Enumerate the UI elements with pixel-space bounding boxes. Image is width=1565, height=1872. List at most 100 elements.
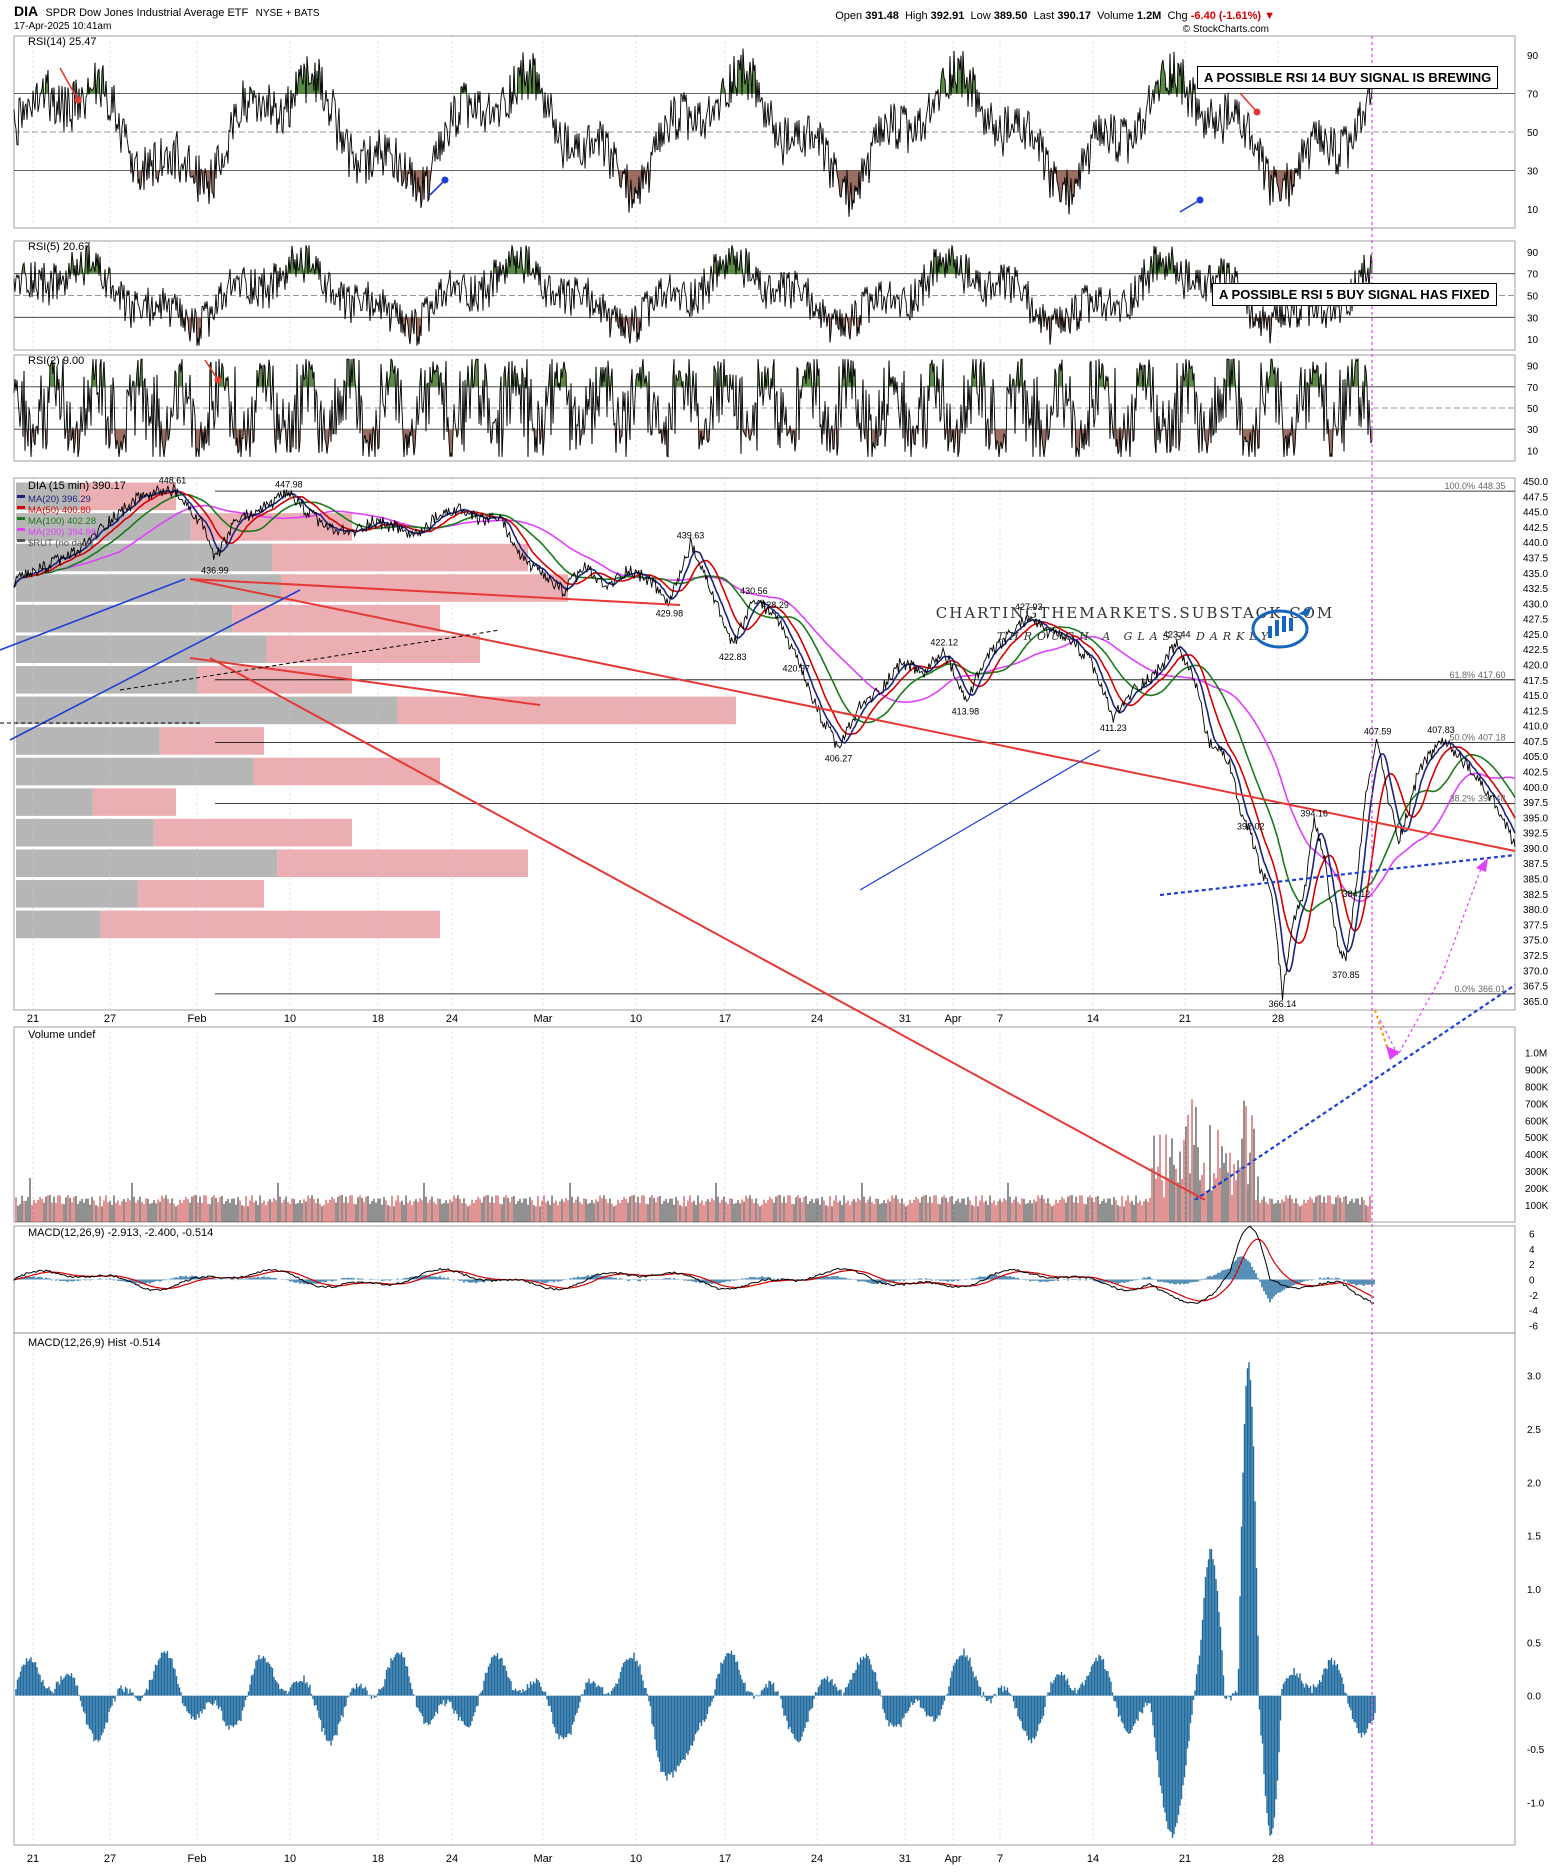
macd-line <box>13 1225 1375 1305</box>
signal-arrow-icon <box>204 359 219 381</box>
vbp-down-bar <box>137 880 264 908</box>
price-y-tick: 375.0 <box>1523 936 1548 947</box>
price-label: 411.23 <box>1100 723 1127 733</box>
price-y-tick: 435.0 <box>1523 569 1548 580</box>
hist-title: MACD(12,26,9) Hist -0.514 <box>28 1337 161 1349</box>
signal-arrow-head-icon <box>214 376 222 384</box>
vbp-up-bar <box>16 604 233 633</box>
x-tick-label: Mar <box>534 1013 553 1025</box>
legend-entry: MA(50) 400.80 <box>28 505 91 516</box>
x-tick-label: Apr <box>944 1013 961 1025</box>
price-y-tick: 437.5 <box>1523 553 1548 564</box>
hist-y-tick: 0.5 <box>1527 1638 1541 1649</box>
volume-value: 1.2M <box>1136 10 1162 22</box>
copyright: © StockCharts.com <box>1182 24 1269 35</box>
rsi-y-tick: 90 <box>1527 362 1539 373</box>
watermark-line2: THROUGH A GLASS DARKLY <box>996 630 1274 643</box>
exchange: NYSE + BATS <box>255 8 320 19</box>
price-y-tick: 417.5 <box>1523 676 1548 687</box>
fib-price-label: 448.35 <box>1478 481 1506 491</box>
price-y-tick: 447.5 <box>1523 492 1548 503</box>
vbp-down-bar <box>100 910 441 939</box>
price-y-tick: 422.5 <box>1523 645 1548 656</box>
vbp-up-bar <box>16 910 101 939</box>
legend-swatch <box>17 517 25 520</box>
price-label: 423.44 <box>1163 629 1191 639</box>
volume-y-tick: 400K <box>1525 1150 1549 1161</box>
signal-arrow-head-icon <box>1253 108 1261 116</box>
price-y-tick: 415.0 <box>1523 691 1548 702</box>
volume-title: Volume undef <box>28 1029 96 1041</box>
price-label: 429.98 <box>656 608 684 618</box>
x-tick-label: 14 <box>1087 1013 1099 1025</box>
rsi-y-tick: 10 <box>1527 446 1539 457</box>
rsi-y-tick: 90 <box>1527 51 1539 62</box>
x-tick-label: 10 <box>630 1013 642 1025</box>
last-label: Last <box>1033 10 1055 22</box>
price-y-tick: 425.0 <box>1523 630 1548 641</box>
macd-y-tick: 6 <box>1529 1230 1535 1241</box>
panel-frame <box>13 1332 1516 1846</box>
x-tick-label-bottom: 27 <box>104 1853 116 1865</box>
vbp-down-bar <box>397 696 736 725</box>
hist-y-tick: -0.5 <box>1527 1745 1545 1756</box>
fib-price-label: 417.60 <box>1478 670 1506 680</box>
price-y-tick: 400.0 <box>1523 783 1548 794</box>
signal-arrow-icon <box>1179 199 1201 213</box>
price-y-tick: 382.5 <box>1523 890 1548 901</box>
hist-y-tick: -1.0 <box>1527 1798 1545 1809</box>
price-y-tick: 405.0 <box>1523 752 1548 763</box>
resistance-trendline <box>189 578 681 606</box>
low-label: Low <box>970 10 991 22</box>
legend-entry: MA(200) 394.98 <box>28 527 96 538</box>
price-y-tick: 370.0 <box>1523 966 1548 977</box>
rsi-line <box>13 245 1373 346</box>
macd-title: MACD(12,26,9) -2.913, -2.400, -0.514 <box>28 1227 213 1239</box>
volume-y-tick: 700K <box>1525 1099 1549 1110</box>
hist-y-tick: 0.0 <box>1527 1692 1541 1703</box>
price-y-tick: 442.5 <box>1523 523 1548 534</box>
price-label: 428.29 <box>761 600 789 610</box>
signal-arrow-head-icon <box>74 96 82 104</box>
vbp-down-bar <box>277 849 528 878</box>
rsi-y-tick: 90 <box>1527 248 1539 259</box>
x-tick-label-bottom: 10 <box>630 1853 642 1865</box>
projection-orange <box>1374 1009 1389 1051</box>
channel-blue-trendline <box>859 749 1101 891</box>
rsi-y-tick: 10 <box>1527 205 1539 216</box>
rsi-line <box>13 48 1373 217</box>
rising-trendline <box>0 578 186 651</box>
x-tick-label-bottom: 7 <box>997 1853 1003 1865</box>
x-tick-label-bottom: 28 <box>1272 1853 1284 1865</box>
rising-wedge-lower-trendline <box>1194 984 1516 1201</box>
x-tick-label: 21 <box>1179 1013 1191 1025</box>
fib-price-label: 407.18 <box>1478 732 1506 742</box>
vbp-down-bar <box>272 543 528 572</box>
hist-y-tick: 2.5 <box>1527 1425 1541 1436</box>
price-label: 366.14 <box>1269 999 1297 1009</box>
moving-average-line <box>13 490 1516 945</box>
projection-arrow-icon <box>1476 858 1488 872</box>
watermark: CHARTINGTHEMARKETS.SUBSTACK.COM THROUGH … <box>920 604 1350 643</box>
x-tick-label: 28 <box>1272 1013 1284 1025</box>
x-tick-label: 24 <box>446 1013 458 1025</box>
volume-y-tick: 800K <box>1525 1082 1549 1093</box>
volume-y-tick: 600K <box>1525 1116 1549 1127</box>
x-tick-label-bottom: 21 <box>27 1853 39 1865</box>
fib-label: 100.0% <box>1444 481 1475 491</box>
macd-y-tick: -4 <box>1529 1306 1538 1317</box>
panel-frame <box>13 1026 1516 1223</box>
price-label: 439.63 <box>677 530 705 540</box>
signal-arrow-icon <box>1239 92 1258 113</box>
price-y-tick: 387.5 <box>1523 859 1548 870</box>
price-y-tick: 412.5 <box>1523 706 1548 717</box>
price-label: 413.98 <box>952 706 980 716</box>
projection-path <box>1379 865 1483 1057</box>
ohlc-readout: Open 391.48 High 392.91 Low 389.50 Last … <box>835 10 1275 22</box>
chg-label: Chg <box>1167 10 1188 22</box>
fib-price-label: 397.48 <box>1478 794 1506 804</box>
price-y-tick: 367.5 <box>1523 982 1548 993</box>
x-tick-label-bottom: Feb <box>188 1853 207 1865</box>
